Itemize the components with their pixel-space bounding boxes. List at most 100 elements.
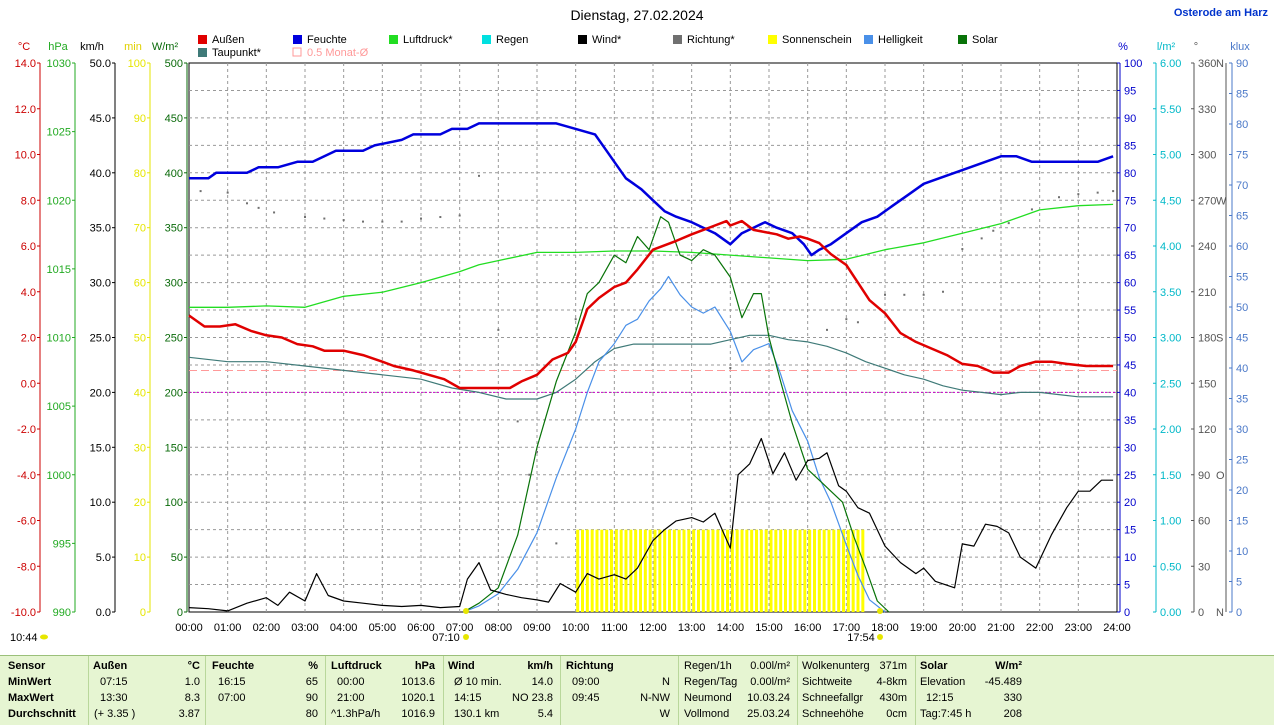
weather-chart: Dienstag, 27.02.2024 Osterode am Harz Auße…	[10, 7, 1268, 644]
sunshine-bar	[682, 529, 686, 612]
neumond-value: 10.03.24	[747, 692, 790, 704]
sunshine-bar	[740, 529, 744, 612]
sunshine-bar	[856, 529, 860, 612]
direction-letter: W	[1216, 195, 1227, 207]
direction-point	[381, 220, 384, 223]
sunshine-bar	[774, 529, 778, 612]
klux-axis-unit: klux	[1230, 41, 1250, 53]
legend-swatch	[198, 35, 207, 44]
sunshine-bar	[813, 529, 816, 612]
direction-point	[555, 542, 558, 545]
legend-swatch	[673, 35, 682, 44]
feuchte-min-time: 16:15	[218, 676, 246, 688]
legend-label: 0.5 Monat-Ø	[307, 47, 369, 59]
min-axis-tick-label: 100	[128, 58, 146, 70]
chart-title: Dienstag, 27.02.2024	[570, 7, 703, 23]
x-tick-label: 10:00	[562, 622, 590, 634]
footer-label-sensor: Sensor	[8, 660, 46, 672]
temp-axis-tick-label: -4.0	[17, 470, 36, 482]
pct-axis-tick-label: 25	[1124, 470, 1136, 482]
kmh-axis-tick-label: 10.0	[90, 497, 111, 509]
sunshine-bar	[755, 529, 758, 612]
direction-point	[342, 219, 345, 222]
rain-axis-tick-label: 2.50	[1160, 378, 1181, 390]
klux-axis-tick-label: 65	[1236, 211, 1248, 223]
direction-letter: N	[1216, 607, 1224, 619]
klux-axis-tick-label: 30	[1236, 424, 1248, 436]
pct-axis-unit: %	[1118, 41, 1128, 53]
wm2-axis-tick-label: 300	[165, 278, 183, 290]
richtung-max-value: N-NW	[640, 692, 670, 704]
hpa-axis-tick-label: 1010	[47, 333, 71, 345]
feuchte-max-value: 90	[305, 692, 318, 704]
dir-axis-tick-label: 60	[1198, 516, 1210, 528]
kmh-axis-tick-label: 20.0	[90, 387, 111, 399]
direction-point	[536, 450, 538, 453]
x-tick-label: 08:00	[485, 622, 513, 634]
luftdruck-max-value: 1020.1	[401, 692, 435, 704]
klux-axis-tick-label: 90	[1236, 58, 1248, 70]
pct-axis-tick-label: 70	[1124, 223, 1136, 235]
klux-axis-tick-label: 15	[1236, 516, 1248, 528]
x-tick-label: 11:00	[601, 622, 628, 634]
legend-label: Solar	[972, 34, 998, 46]
legend-label: Taupunkt*	[212, 47, 262, 59]
klux-axis-tick-label: 80	[1236, 119, 1248, 131]
luftdruck-unit: hPa	[414, 660, 435, 672]
direction-point	[497, 328, 500, 331]
rain-axis-tick-label: 5.00	[1160, 150, 1181, 162]
min-axis-tick-label: 80	[134, 168, 146, 180]
richtung-min-value: N	[662, 676, 670, 688]
sunshine-bar	[581, 529, 584, 612]
sunshine-bar	[590, 529, 594, 612]
sunrise-label: 07:10	[432, 632, 460, 644]
series-line-taupunkt	[188, 334, 1114, 400]
pct-axis-tick-label: 55	[1124, 305, 1136, 317]
klux-axis-tick-label: 50	[1236, 302, 1248, 314]
legend-swatch	[864, 35, 873, 44]
regen-1h-value: 0.00l/m²	[750, 660, 790, 672]
legend-label: Luftdruck*	[403, 34, 453, 46]
direction-point	[729, 367, 732, 369]
dir-axis-tick-label: 120	[1198, 424, 1216, 436]
wolkenuntergrenze-value: 371m	[879, 660, 907, 672]
min-axis-tick-label: 20	[134, 497, 146, 509]
temp-axis-tick-label: -6.0	[17, 516, 36, 528]
dir-axis-tick-label: 180	[1198, 333, 1216, 345]
sunshine-bar	[842, 529, 845, 612]
pct-axis-tick-label: 80	[1124, 168, 1136, 180]
sichtweite-value: 4-8km	[876, 676, 907, 688]
sunshine-bar	[595, 529, 599, 612]
pct-axis-tick-label: 15	[1124, 525, 1136, 537]
rain-axis-tick-label: 2.00	[1160, 424, 1181, 436]
sunshine-bar	[803, 529, 807, 612]
schneehoehe-label: Schneehöhe	[802, 708, 864, 720]
klux-axis-tick-label: 40	[1236, 363, 1248, 375]
kmh-axis-tick-label: 15.0	[90, 442, 111, 454]
direction-point	[1112, 190, 1115, 193]
feuchte-unit: %	[308, 660, 318, 672]
sunshine-bar	[658, 529, 662, 612]
direction-point	[1007, 222, 1010, 225]
sunshine-bar	[764, 529, 768, 612]
klux-axis-tick-label: 45	[1236, 333, 1248, 345]
direction-letter: S	[1216, 333, 1223, 345]
klux-axis-tick-label: 5	[1236, 577, 1242, 589]
rain-axis-tick-label: 4.00	[1160, 241, 1181, 253]
regen-tag-label: Regen/Tag	[684, 676, 738, 688]
pct-axis-tick-label: 100	[1124, 58, 1142, 70]
pct-axis-tick-label: 65	[1124, 250, 1136, 262]
x-tick-label: 07:00	[446, 622, 474, 634]
direction-point	[273, 211, 276, 214]
pct-axis-tick-label: 95	[1124, 85, 1136, 97]
dir-axis-tick-label: 270	[1198, 195, 1216, 207]
x-tick-label: 13:00	[678, 622, 706, 634]
luftdruck-header: Luftdruck	[331, 660, 382, 672]
wolkenuntergrenze-label: Wolkenunterg	[802, 660, 870, 672]
sunshine-bar	[701, 529, 705, 612]
sunshine-bar	[793, 529, 797, 612]
schneefallgrenze-value: 430m	[879, 692, 907, 704]
footer-label-max: MaxWert	[8, 692, 54, 704]
direction-point	[1077, 193, 1080, 196]
aussen-max-time: 13:30	[100, 692, 128, 704]
